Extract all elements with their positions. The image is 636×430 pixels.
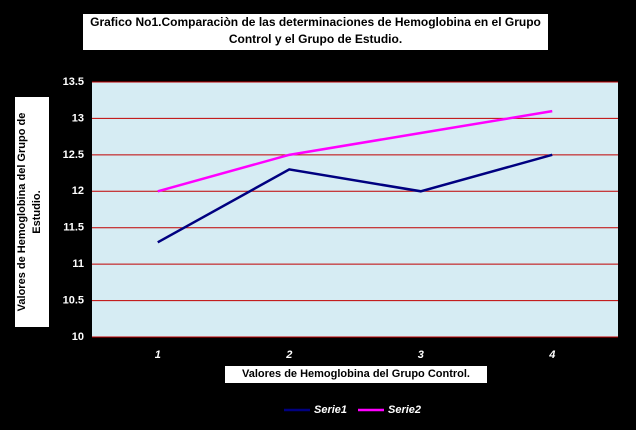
y-tick-label: 10.5 <box>63 294 84 306</box>
chart-title: Grafico No1.Comparaciòn de las determina… <box>83 14 548 50</box>
y-tick-label: 12 <box>72 185 84 197</box>
legend-label: Serie1 <box>314 404 347 416</box>
legend-label: Serie2 <box>388 404 421 416</box>
x-tick-label: 1 <box>155 349 161 361</box>
y-tick-label: 10 <box>72 331 84 343</box>
y-tick-label: 12.5 <box>63 149 84 161</box>
y-tick-label: 13.5 <box>63 76 84 88</box>
x-tick-label: 3 <box>418 349 424 361</box>
series-line <box>157 109 553 193</box>
y-tick-label: 11.5 <box>63 222 84 234</box>
x-axis-label: Valores de Hemoglobina del Grupo Control… <box>225 366 487 383</box>
plot-area <box>92 82 618 337</box>
x-tick-label: 4 <box>548 349 555 361</box>
y-tick-label: 11 <box>72 258 84 270</box>
series-line <box>157 153 553 244</box>
y-tick-label: 13 <box>72 112 84 124</box>
y-axis-label: Valores de Hemoglobina del Grupo de Estu… <box>15 97 49 327</box>
x-tick-label: 2 <box>285 349 292 361</box>
